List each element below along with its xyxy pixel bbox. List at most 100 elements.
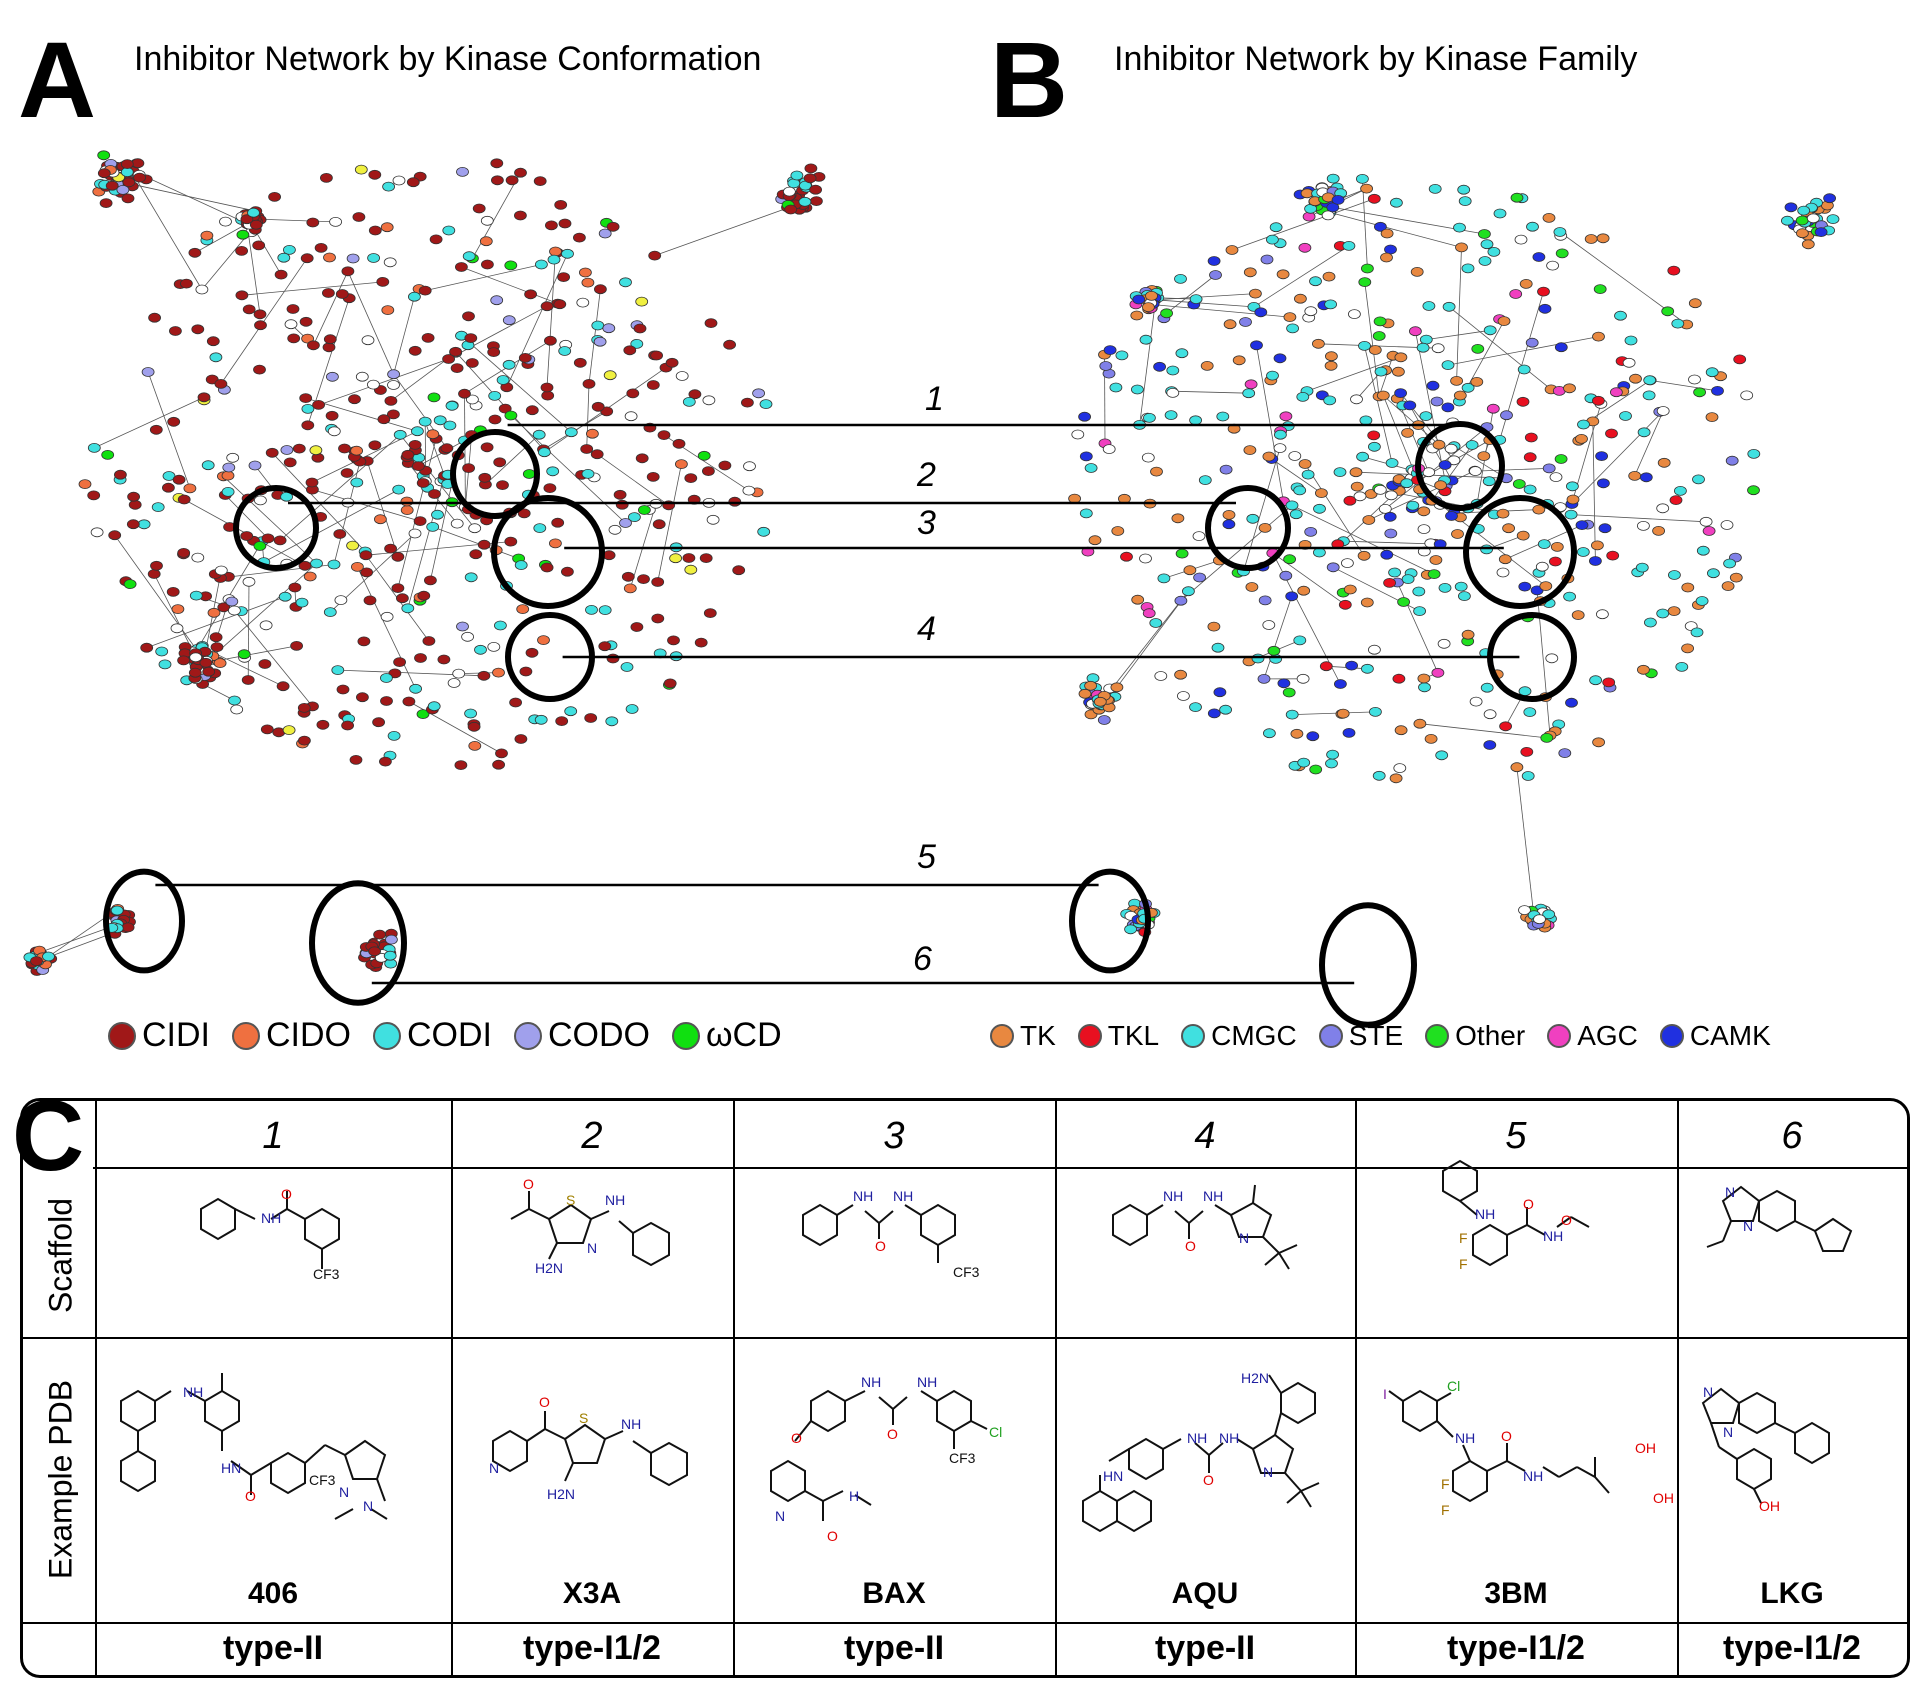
network-node: [359, 550, 373, 561]
network-node: [392, 484, 406, 495]
network-node: [558, 218, 572, 229]
cluster-circle: [103, 868, 185, 974]
network-node: [1401, 427, 1414, 438]
network-node: [1200, 360, 1214, 371]
network-node: [1575, 520, 1589, 530]
network-node: [1258, 595, 1272, 606]
network-node: [1419, 334, 1433, 345]
network-node: [613, 489, 627, 500]
network-node: [1223, 319, 1237, 330]
legend-item-codi: CODI: [373, 1016, 492, 1055]
network-node: [301, 403, 315, 414]
network-node: [1453, 222, 1466, 233]
network-node: [235, 245, 249, 256]
network-node: [803, 173, 817, 184]
network-node: [147, 569, 161, 579]
inhibitor-type: type-II: [222, 1629, 324, 1667]
cluster-circle: [233, 485, 319, 571]
network-node: [1368, 345, 1382, 355]
legend-swatch: [373, 1021, 401, 1050]
network-node: [1093, 696, 1107, 707]
network-node: [121, 922, 135, 933]
network-node: [1537, 286, 1550, 297]
network-node: [1143, 412, 1156, 423]
network-node: [97, 168, 111, 179]
network-node: [480, 215, 494, 226]
atom-label: NH: [1523, 1468, 1543, 1484]
network-node: [498, 403, 512, 414]
network-node: [278, 591, 292, 602]
atom-label: OH: [1653, 1490, 1674, 1506]
network-node: [1336, 708, 1350, 719]
example-x3a-structure: [492, 1411, 688, 1487]
network-node: [301, 333, 315, 344]
network-node: [1444, 443, 1458, 454]
network-node: [310, 558, 323, 569]
network-node: [1532, 252, 1546, 262]
network-node: [1642, 390, 1656, 401]
network-node: [384, 934, 398, 945]
network-node: [703, 608, 717, 618]
network-node: [408, 528, 422, 539]
network-node: [741, 397, 754, 408]
network-node: [1279, 411, 1293, 422]
network-node: [1656, 406, 1670, 416]
network-node: [492, 667, 505, 678]
network-node: [1692, 474, 1705, 485]
network-node: [105, 180, 119, 191]
network-node: [682, 553, 696, 563]
network-node: [1575, 433, 1588, 444]
legend-family: TK TKL CMGC STE Other AGC CAMK: [990, 1020, 1793, 1052]
network-node: [525, 647, 539, 658]
network-node: [1413, 606, 1426, 616]
atom-label: N: [339, 1484, 349, 1500]
network-node: [1549, 472, 1563, 483]
network-node: [1372, 770, 1386, 781]
network-node: [1628, 470, 1642, 481]
network-node: [1702, 526, 1716, 536]
legend-swatch: [1659, 1024, 1684, 1048]
network-node: [1289, 509, 1303, 520]
cluster-label-3: 3: [917, 504, 936, 542]
network-node: [1369, 707, 1382, 717]
network-node: [487, 642, 501, 652]
network-node: [274, 269, 288, 280]
network-node: [554, 199, 568, 210]
network-node: [454, 760, 468, 770]
network-node: [1480, 682, 1494, 693]
network-node: [335, 289, 349, 299]
network-node: [502, 359, 516, 370]
legend-item-wcd: ωCD: [672, 1016, 782, 1055]
network-node: [1445, 511, 1458, 521]
example-bax-structure: [770, 1389, 988, 1521]
network-node: [667, 635, 680, 646]
network-node: [314, 242, 328, 253]
cluster-label-1: 1: [925, 380, 944, 418]
network-node: [464, 708, 478, 719]
network-node: [1193, 572, 1206, 583]
network-node: [286, 304, 300, 314]
legend-label: CMGC: [1211, 1020, 1297, 1051]
network-node: [1273, 443, 1287, 454]
network-node: [1353, 491, 1367, 502]
network-node: [1304, 527, 1318, 537]
network-node: [327, 559, 341, 570]
network-node: [321, 288, 335, 298]
network-node: [650, 350, 663, 361]
network-node: [214, 378, 228, 389]
atom-label: N: [775, 1508, 785, 1524]
network-node: [1554, 342, 1568, 353]
network-node: [1401, 574, 1415, 584]
network-node: [242, 304, 256, 315]
network-node: [646, 380, 660, 390]
network-node: [392, 175, 406, 186]
network-node: [1518, 905, 1531, 915]
network-node: [458, 388, 471, 399]
network-node: [1413, 718, 1427, 729]
network-node: [201, 460, 215, 471]
network-node: [1071, 429, 1085, 440]
network-node: [411, 461, 425, 472]
network-node: [252, 240, 266, 251]
network-node: [1457, 184, 1471, 195]
network-node: [555, 716, 569, 726]
